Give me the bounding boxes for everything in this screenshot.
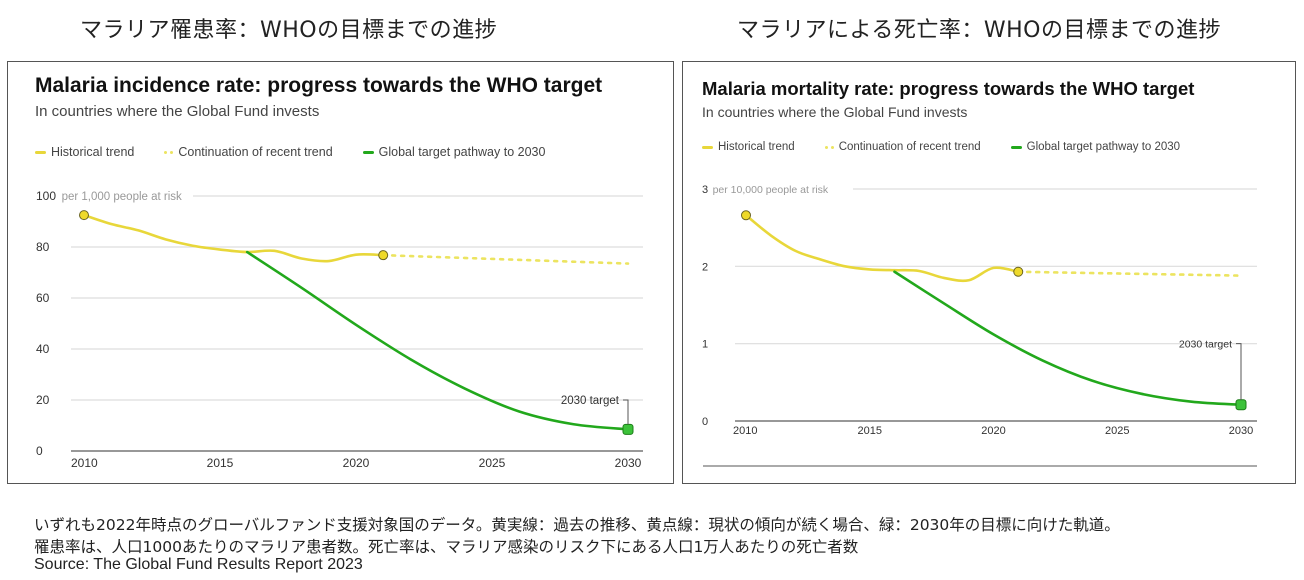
x-tick-label: 2020 — [981, 425, 1005, 437]
y-tick-label: 60 — [36, 291, 50, 305]
mortality-heading: マラリアによる死亡率：WHOの目標までの進捗 — [737, 18, 1221, 43]
legend-swatch-historical — [702, 145, 713, 149]
legend-swatch-target — [1010, 145, 1022, 149]
annotation-leader-line — [1236, 343, 1242, 400]
target-annotation-label: 2030 target — [1179, 339, 1232, 351]
y-tick-label: 80 — [36, 240, 50, 254]
x-tick-label: 2015 — [207, 456, 234, 470]
mortality-line-chart: 0 1 2 3 per 10,000 people at risk 2010 2015 202… — [702, 184, 1257, 467]
target-marker — [1235, 399, 1247, 411]
legend-swatch-continuation — [824, 145, 834, 149]
continuation-trend-line — [381, 253, 630, 265]
legend-label: Global target pathway to 2030 — [1026, 141, 1181, 153]
legend-item-continuation: Continuation of recent trend — [164, 145, 333, 159]
chart-title: Malaria mortality rate: progress towards… — [702, 78, 1195, 99]
x-tick-label: 2025 — [1105, 425, 1129, 437]
incidence-chart-panel: Malaria incidence rate: progress towards… — [7, 61, 674, 484]
target-annotation-label: 2030 target — [561, 395, 620, 407]
x-tick-label: 2030 — [1229, 425, 1253, 437]
y-tick-label: 3 — [702, 184, 708, 196]
legend-label: Historical trend — [51, 145, 135, 159]
data-point-marker — [79, 210, 89, 221]
legend-label: Historical trend — [718, 141, 795, 153]
legend-label: Continuation of recent trend — [838, 141, 981, 153]
historical-trend-line — [744, 213, 1020, 283]
legend-item-target: Global target pathway to 2030 — [1010, 141, 1181, 153]
legend-swatch-continuation — [164, 150, 174, 154]
x-tick-label: 2015 — [858, 425, 882, 437]
legend-item-historical: Historical trend — [35, 145, 134, 159]
legend-item-historical: Historical trend — [702, 141, 795, 153]
data-point-marker — [1013, 266, 1024, 277]
chart-subtitle: In countries where the Global Fund inves… — [702, 104, 968, 120]
y-axis-unit-label: per 10,000 people at risk — [713, 184, 829, 196]
chart-subtitle: In countries where the Global Fund inves… — [35, 103, 320, 120]
footnote-line-2: 罹患率は、人口1000あたりのマラリア患者数。死亡率は、マラリア感染のリスク下に… — [34, 538, 859, 556]
legend-item-continuation: Continuation of recent trend — [824, 141, 981, 153]
y-tick-label: 0 — [702, 416, 708, 428]
y-tick-label: 100 — [36, 189, 56, 203]
legend-label: Continuation of recent trend — [178, 145, 333, 159]
legend-label: Global target pathway to 2030 — [378, 145, 546, 159]
target-pathway-line — [893, 270, 1243, 407]
x-tick-label: 2020 — [343, 456, 370, 470]
x-tick-label: 2025 — [479, 456, 506, 470]
target-pathway-line — [245, 250, 630, 431]
footnote-line-1: いずれも2022年時点のグローバルファンド支援対象国のデータ。黄実線：過去の推移… — [34, 516, 1120, 534]
y-tick-label: 0 — [36, 444, 43, 458]
data-point-marker — [378, 250, 389, 261]
x-tick-label: 2030 — [615, 456, 642, 470]
incidence-heading: マラリア罹患率：WHOの目標までの進捗 — [80, 18, 498, 43]
legend-swatch-target — [362, 150, 374, 154]
chart-legend: Historical trend Continuation of recent … — [35, 145, 575, 159]
y-axis-unit-label: per 1,000 people at risk — [62, 191, 182, 203]
chart-title: Malaria incidence rate: progress towards… — [35, 74, 603, 97]
historical-trend-line — [82, 213, 385, 263]
annotation-leader-line — [623, 399, 629, 425]
mortality-chart-panel: Malaria mortality rate: progress towards… — [682, 61, 1296, 484]
incidence-line-chart: 0 20 40 60 80 100 per 1,000 people at risk 2010… — [36, 189, 643, 470]
chart-legend: Historical trend Continuation of recent … — [702, 141, 1210, 153]
source-citation: Source: The Global Fund Results Report 2… — [34, 556, 363, 573]
y-tick-label: 1 — [702, 339, 708, 351]
x-tick-label: 2010 — [71, 456, 98, 470]
y-tick-label: 2 — [702, 261, 708, 273]
legend-item-target: Global target pathway to 2030 — [362, 145, 546, 159]
target-marker — [622, 423, 634, 435]
data-point-marker — [741, 210, 751, 221]
continuation-trend-line — [1016, 270, 1243, 277]
y-tick-label: 40 — [36, 342, 50, 356]
legend-swatch-historical — [35, 150, 46, 154]
y-tick-label: 20 — [36, 393, 50, 407]
x-tick-label: 2010 — [733, 425, 757, 437]
